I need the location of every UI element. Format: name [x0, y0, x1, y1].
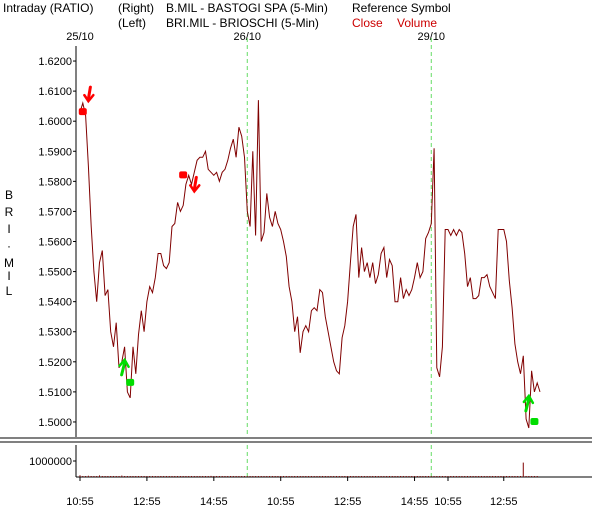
annotations: [78, 85, 539, 425]
legend-close: Close: [352, 16, 383, 30]
y-tick-label: 1.5900: [38, 146, 72, 158]
x-tick-label: 12:55: [334, 496, 362, 508]
right-axis-tag: (Right): [118, 1, 155, 15]
close-line: [79, 100, 541, 429]
x-tick-label: 14:55: [401, 496, 429, 508]
y-tick-label: 1.5700: [38, 206, 72, 218]
y-tick-label: 1.5300: [38, 327, 72, 339]
vertical-label-char: M: [4, 256, 14, 270]
axes: 1.6200 1.6100 1.6000 1.5900 1.5800 1.5700 1.56…: [0, 31, 592, 478]
y-tick-label: 1.5000: [38, 417, 72, 429]
vertical-label-char: L: [5, 284, 13, 298]
y-tick-label: 1.5400: [38, 297, 72, 309]
signal-marker: [126, 378, 135, 386]
x-tick-label: 14:55: [200, 496, 228, 508]
x-tick-label: 10:55: [66, 496, 94, 508]
date-label: 25/10: [66, 31, 94, 43]
sell-arrow: [189, 175, 201, 194]
vertical-label-char: I: [7, 269, 11, 283]
reference-symbol: Reference Symbol: [352, 1, 451, 15]
session-dividers: [246, 38, 432, 477]
left-symbol: BRI.MIL - BRIOSCHI (5-Min): [166, 16, 319, 30]
vertical-label-char: B: [4, 188, 13, 202]
x-tick-label: 12:55: [133, 496, 161, 508]
y-tick-label: 1.5500: [38, 267, 72, 279]
y-tick-label: 1.5200: [38, 357, 72, 369]
time-axis: 10:55 12:55 14:55 10:55 12:55 14:55 10:55 12:55: [66, 477, 518, 508]
signal-marker: [78, 108, 87, 116]
legend-volume: Volume: [397, 16, 438, 30]
vertical-label-char: I: [7, 222, 11, 236]
volume-panel: 1000000: [29, 456, 538, 477]
y-tick-label: 1.6000: [38, 116, 72, 128]
x-tick-label: 10:55: [434, 496, 462, 508]
date-label: 29/10: [418, 31, 446, 43]
price-series: [79, 100, 541, 429]
chart-title: Intraday (RATIO): [3, 1, 94, 15]
date-label: 26/10: [234, 31, 262, 43]
volume-tick-label: 1000000: [29, 456, 72, 468]
y-tick-label: 1.6100: [38, 86, 72, 98]
left-axis-tag: (Left): [118, 16, 147, 30]
x-tick-label: 10:55: [267, 496, 295, 508]
y-tick-label: 1.6200: [38, 56, 72, 68]
buy-arrow: [522, 393, 535, 413]
signal-marker: [179, 171, 188, 179]
y-tick-label: 1.5600: [38, 237, 72, 249]
vertical-label-char: ·: [7, 239, 11, 253]
vertical-label-char: R: [4, 205, 14, 219]
sell-arrow: [83, 85, 95, 104]
right-symbol: B.MIL - BASTOGI SPA (5-Min): [166, 1, 328, 15]
signal-marker: [530, 417, 539, 425]
buy-arrow: [118, 357, 130, 377]
y-tick-label: 1.5800: [38, 176, 72, 188]
y-tick-label: 1.5100: [38, 387, 72, 399]
x-tick-label: 12:55: [490, 496, 518, 508]
